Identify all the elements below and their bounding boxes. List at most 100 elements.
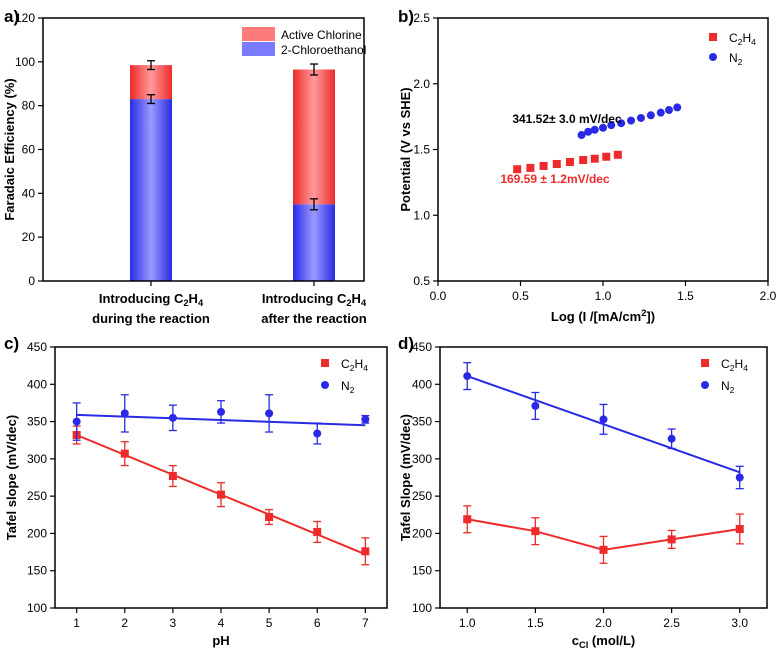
panel-b-legend-marker (709, 33, 717, 41)
cat-text: H (189, 291, 198, 306)
annotation-c2h4-slope: 169.59 ± 1.2mV/dec (500, 172, 610, 186)
panel-b-xtick-label: 0.0 (430, 289, 447, 303)
legend-label-active-chlorine: Active Chlorine (281, 28, 362, 42)
legend-sub: 4 (751, 37, 756, 47)
panel-c-legend-label: N2 (341, 379, 355, 395)
category-label-line1: Introducing C2H4 (262, 291, 367, 308)
panel-c-xtick-label: 6 (314, 616, 321, 630)
category-label-line2: after the reaction (261, 311, 367, 326)
cat-text: Introducing C (99, 291, 184, 306)
point-c2h4 (566, 157, 574, 166)
panel-d-ytick-label: 400 (412, 377, 432, 391)
legend-sub: 2 (730, 363, 735, 373)
annotation-n2-slope: 341.52± 3.0 mV/dec (512, 112, 622, 126)
panel-d-legend-marker (701, 359, 709, 367)
cat-text: H (352, 291, 361, 306)
panel-b-ytick-label: 1.5 (413, 143, 430, 157)
point-c2h4 (313, 527, 322, 536)
panel-b-frame (437, 17, 769, 282)
legend-swatch-active-chlorine (242, 27, 275, 41)
panel-b-legend-marker (709, 53, 717, 61)
legend-text: H (354, 357, 363, 371)
panel-a-ytick-label: 100 (15, 55, 35, 69)
panel-b-potential-vs-log-current: b)0.51.01.52.02.50.0 0.5 1.0 1.5 2.0Potentia… (398, 7, 776, 324)
point-c2h4 (539, 161, 548, 170)
point-c2h4 (735, 524, 744, 533)
panel-c-ytick-label: 100 (27, 601, 47, 615)
point-n2 (656, 108, 665, 117)
cat-sub: 4 (198, 298, 204, 308)
point-c2h4 (552, 159, 561, 168)
legend-sub: 2 (738, 37, 743, 47)
category-label-line1: Introducing C2H4 (99, 291, 204, 308)
panel-d-tafel-vs-concentration: d) 100 150 200 250 300 350 400 450 1.0 1.5 2.0 2.5 3.… (398, 334, 768, 650)
point-c2h4 (667, 535, 676, 544)
cat-sub: 2 (346, 298, 351, 308)
panel-d-label: d) (398, 334, 414, 353)
bar-active-chlorine (130, 65, 172, 100)
panel-b-xtick-label: 1.5 (677, 289, 694, 303)
bar-2-chloroethanol (293, 204, 335, 281)
xlabel-sup: 2 (641, 308, 646, 318)
point-c2h4 (613, 150, 622, 159)
panel-b-ytick-label: 2.5 (413, 11, 430, 25)
point-n2 (120, 409, 129, 418)
xlabel-text: c (572, 633, 579, 648)
point-n2 (646, 111, 655, 120)
panel-b-ytick-label: 2.0 (413, 77, 430, 91)
panel-a-label: a) (4, 7, 19, 26)
point-n2 (636, 113, 645, 122)
legend-sub: 4 (743, 363, 748, 373)
point-n2 (361, 415, 370, 424)
point-c2h4 (531, 527, 540, 536)
point-c2h4 (463, 515, 472, 524)
panel-c-xtick-label: 4 (218, 616, 225, 630)
panel-d-ytick-label: 200 (412, 526, 432, 540)
xlabel-sub: Cl (579, 640, 588, 650)
panel-a-ylabel: Faradaic Efficiency (%) (2, 78, 17, 220)
panel-d-ytick-label: 100 (412, 601, 432, 615)
point-n2 (590, 125, 599, 134)
panel-a-ytick-label: 0 (28, 274, 35, 288)
legend-text: C (729, 31, 738, 45)
panel-c-legend-label: C2H4 (341, 357, 368, 373)
panel-c-ytick-label: 150 (27, 564, 47, 578)
panel-c-tafel-vs-ph: c) 100 150 200 250 300 350 400 450 1 2 3 4 5 6 7 Tafel s… (4, 334, 388, 648)
panel-d-ylabel: Tafel Slope (mV/dec) (398, 414, 413, 541)
panel-c-ytick-label: 400 (27, 377, 47, 391)
panel-b-ylabel: Potential (V vs SHE) (398, 87, 413, 211)
panel-d-xtick-label: 1.0 (459, 616, 476, 630)
legend-label-2-chloroethanol: 2-Chloroethanol (281, 43, 366, 57)
panel-a-ytick-label: 20 (22, 230, 36, 244)
panel-d-ytick-label: 350 (412, 415, 432, 429)
panel-a-faradaic-efficiency: a) 0 20 40 60 80 100 120 Faradaic Efficiency (%)… (2, 7, 367, 326)
point-n2 (735, 473, 744, 482)
panel-c-ytick-label: 450 (27, 340, 47, 354)
panel-d-xlabel: cCl (mol/L) (572, 633, 636, 650)
point-n2 (673, 103, 682, 112)
legend-text: N (729, 51, 738, 65)
panel-c-ytick-label: 350 (27, 415, 47, 429)
legend-sub: 2 (730, 385, 735, 395)
point-n2 (599, 123, 607, 132)
legend-text: C (341, 357, 350, 371)
panel-a-ytick-label: 60 (22, 143, 36, 157)
panel-d-ytick-label: 300 (412, 452, 432, 466)
legend-sub: 2 (350, 363, 355, 373)
point-n2 (627, 116, 636, 125)
bar-active-chlorine (293, 69, 335, 205)
panel-d-ytick-label: 450 (412, 340, 432, 354)
panel-a-ytick-label: 120 (15, 11, 35, 25)
point-c2h4 (590, 154, 599, 163)
panel-a-frame (42, 17, 365, 282)
legend-text: N (721, 379, 730, 393)
xlabel-text: (mol/L) (588, 633, 635, 648)
point-n2 (665, 106, 673, 115)
panel-d-xtick-label: 2.5 (663, 616, 680, 630)
panel-d-ytick-label: 250 (412, 489, 432, 503)
panel-d-legend-label: N2 (721, 379, 735, 395)
category-label-line2: during the reaction (92, 311, 210, 326)
point-c2h4 (265, 513, 274, 522)
point-c2h4 (217, 490, 225, 499)
